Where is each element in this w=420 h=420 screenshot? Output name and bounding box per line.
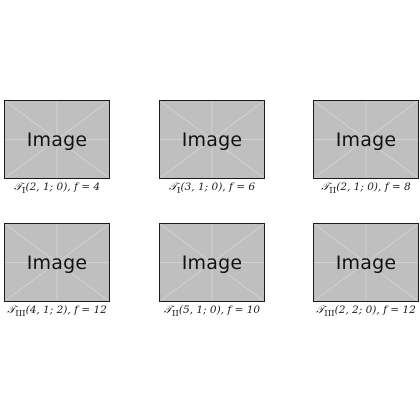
caption-args: (2, 1; 0), <box>336 181 385 193</box>
caption-subscript: I <box>177 186 181 197</box>
caption-args: (4, 1; 2), <box>25 304 75 316</box>
figure-2: Image 𝒯I(3, 1; 0), f = 6 <box>159 100 265 196</box>
caption-family: 𝒯 <box>13 181 23 193</box>
caption-f: f = 4 <box>73 181 101 193</box>
figure-caption: 𝒯I(3, 1; 0), f = 6 <box>159 181 265 196</box>
figure-3: Image 𝒯II(2, 1; 0), f = 8 <box>313 100 419 196</box>
caption-family: 𝒯 <box>321 181 330 193</box>
placeholder-label: Image <box>181 251 243 274</box>
figure-caption: 𝒯II(2, 1; 0), f = 8 <box>313 181 419 196</box>
caption-subscript: I <box>22 186 26 197</box>
caption-f: f = 10 <box>227 304 261 316</box>
caption-subscript: III <box>324 309 335 320</box>
caption-family: 𝒯 <box>316 304 325 316</box>
figure-6: Image 𝒯III(2, 2; 0), f = 12 <box>313 223 419 319</box>
placeholder-cross-lines <box>314 101 418 178</box>
placeholder-label: Image <box>26 251 88 274</box>
image-placeholder: Image <box>159 223 265 302</box>
caption-args: (3, 1; 0), <box>180 181 229 193</box>
placeholder-cross-lines <box>5 101 109 178</box>
caption-f: f = 12 <box>383 304 416 316</box>
image-placeholder: Image <box>4 100 110 179</box>
placeholder-label: Image <box>335 128 397 151</box>
caption-args: (2, 2; 0), <box>334 304 384 316</box>
placeholder-cross-lines <box>5 224 109 301</box>
caption-f: f = 8 <box>384 181 411 193</box>
image-placeholder: Image <box>313 100 419 179</box>
placeholder-label: Image <box>335 251 397 274</box>
placeholder-label: Image <box>26 128 88 151</box>
caption-family: 𝒯 <box>163 304 172 316</box>
caption-subscript: II <box>171 309 179 320</box>
figure-caption: 𝒯I(2, 1; 0), f = 4 <box>4 181 110 196</box>
placeholder-cross-lines <box>160 101 264 178</box>
figure-caption: 𝒯III(4, 1; 2), f = 12 <box>4 304 110 319</box>
image-placeholder: Image <box>4 223 110 302</box>
placeholder-cross-lines <box>160 224 264 301</box>
caption-family: 𝒯 <box>7 304 16 316</box>
figure-1: Image 𝒯I(2, 1; 0), f = 4 <box>4 100 110 196</box>
caption-args: (2, 1; 0), <box>25 181 74 193</box>
caption-family: 𝒯 <box>168 181 178 193</box>
caption-f: f = 12 <box>74 304 107 316</box>
figure-caption: 𝒯III(2, 2; 0), f = 12 <box>313 304 419 319</box>
figure-5: Image 𝒯II(5, 1; 0), f = 10 <box>159 223 265 319</box>
placeholder-cross-lines <box>314 224 418 301</box>
caption-args: (5, 1; 0), <box>178 304 228 316</box>
image-placeholder: Image <box>313 223 419 302</box>
placeholder-label: Image <box>181 128 243 151</box>
figure-caption: 𝒯II(5, 1; 0), f = 10 <box>159 304 265 319</box>
figure-4: Image 𝒯III(4, 1; 2), f = 12 <box>4 223 110 319</box>
caption-subscript: III <box>15 309 26 320</box>
caption-subscript: II <box>329 186 337 197</box>
image-placeholder: Image <box>159 100 265 179</box>
caption-f: f = 6 <box>228 181 256 193</box>
